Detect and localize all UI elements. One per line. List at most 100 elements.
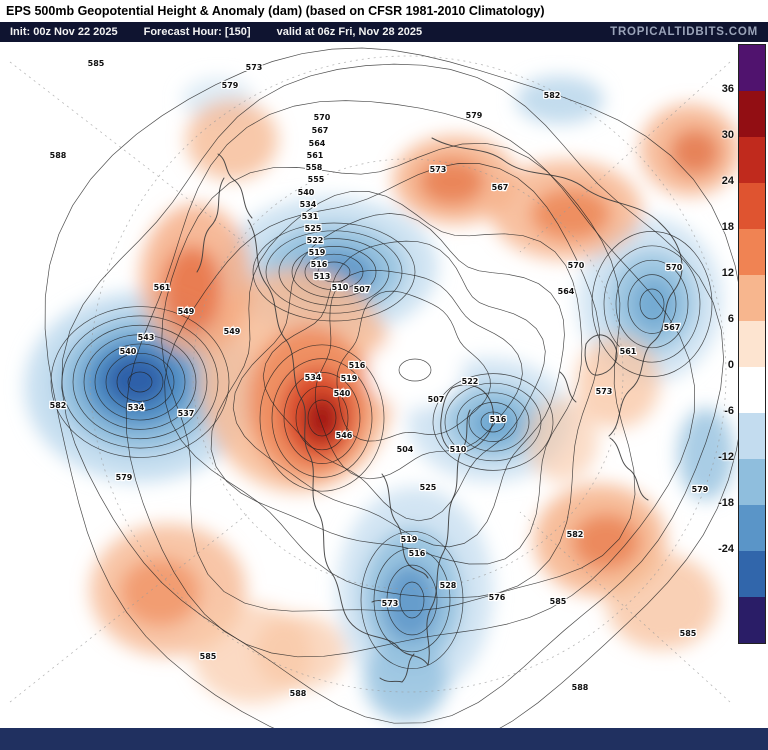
svg-text:579: 579 bbox=[116, 473, 133, 482]
svg-text:531: 531 bbox=[302, 212, 319, 221]
svg-text:567: 567 bbox=[664, 323, 681, 332]
svg-text:573: 573 bbox=[246, 63, 263, 72]
svg-text:564: 564 bbox=[309, 139, 326, 148]
svg-text:522: 522 bbox=[307, 236, 324, 245]
contour-labels-layer: 585 573 579 582 579 570 567 564 561 558 555 540 534 5… bbox=[48, 58, 710, 699]
svg-text:534: 534 bbox=[305, 373, 322, 382]
colorbar-segment bbox=[739, 321, 765, 367]
svg-text:534: 534 bbox=[128, 403, 145, 412]
forecast-hour-text: Forecast Hour: [150] bbox=[143, 26, 251, 38]
svg-text:570: 570 bbox=[666, 263, 683, 272]
colorbar-tick: 12 bbox=[721, 267, 734, 279]
colorbar-tick: 24 bbox=[721, 175, 734, 187]
svg-text:579: 579 bbox=[466, 111, 483, 120]
svg-text:573: 573 bbox=[382, 599, 399, 608]
colorbar-tick: -24 bbox=[718, 543, 734, 555]
svg-text:522: 522 bbox=[462, 377, 479, 386]
svg-text:582: 582 bbox=[544, 91, 561, 100]
svg-text:567: 567 bbox=[312, 126, 329, 135]
graticule-layer bbox=[9, 55, 731, 703]
svg-text:555: 555 bbox=[308, 175, 325, 184]
colorbar-segment bbox=[739, 275, 765, 321]
svg-text:537: 537 bbox=[178, 409, 195, 418]
svg-text:582: 582 bbox=[50, 401, 67, 410]
coastline-gulf-florida bbox=[379, 653, 415, 683]
svg-text:588: 588 bbox=[290, 689, 307, 698]
colorbar-tick: -12 bbox=[718, 451, 734, 463]
svg-text:549: 549 bbox=[224, 327, 241, 336]
title-bar: EPS 500mb Geopotential Height & Anomaly … bbox=[0, 0, 768, 22]
coastline-north-america-east bbox=[426, 409, 471, 666]
info-bar: Init: 00z Nov 22 2025 Forecast Hour: [15… bbox=[0, 22, 768, 42]
svg-text:519: 519 bbox=[309, 248, 326, 257]
coastline-east-asia bbox=[196, 153, 253, 273]
colorbar-segment bbox=[739, 91, 765, 137]
init-time-text: Init: 00z Nov 22 2025 bbox=[10, 26, 118, 38]
svg-text:564: 564 bbox=[558, 287, 575, 296]
svg-text:588: 588 bbox=[572, 683, 589, 692]
svg-text:576: 576 bbox=[489, 593, 506, 602]
svg-text:540: 540 bbox=[298, 188, 315, 197]
svg-text:585: 585 bbox=[680, 629, 697, 638]
footer-bar bbox=[0, 728, 768, 750]
colorbar-tick: 36 bbox=[721, 83, 734, 95]
svg-text:519: 519 bbox=[401, 535, 418, 544]
svg-text:567: 567 bbox=[492, 183, 509, 192]
colorbar-segment bbox=[739, 413, 765, 459]
svg-text:540: 540 bbox=[120, 347, 137, 356]
svg-text:510: 510 bbox=[332, 283, 349, 292]
svg-text:582: 582 bbox=[567, 530, 584, 539]
svg-text:585: 585 bbox=[88, 59, 105, 68]
svg-text:546: 546 bbox=[336, 431, 353, 440]
valid-time-text: valid at 06z Fri, Nov 28 2025 bbox=[276, 26, 423, 38]
svg-text:516: 516 bbox=[409, 549, 426, 558]
colorbar-segment bbox=[739, 367, 765, 413]
svg-text:534: 534 bbox=[300, 200, 317, 209]
svg-text:573: 573 bbox=[430, 165, 447, 174]
anomaly-map: 585 573 579 582 579 570 567 564 561 558 555 540 534 5… bbox=[0, 42, 740, 728]
svg-text:507: 507 bbox=[428, 395, 445, 404]
coastline-hudson-bay bbox=[381, 473, 429, 579]
svg-text:570: 570 bbox=[314, 113, 331, 122]
svg-text:516: 516 bbox=[490, 415, 507, 424]
coastline-mediterranean bbox=[609, 437, 649, 501]
svg-text:585: 585 bbox=[550, 597, 567, 606]
height-contours-layer bbox=[44, 47, 740, 728]
svg-text:549: 549 bbox=[178, 307, 195, 316]
colorbar-tick: -6 bbox=[724, 405, 734, 417]
colorbar-strip bbox=[738, 44, 766, 644]
page-title: EPS 500mb Geopotential Height & Anomaly … bbox=[6, 4, 545, 18]
colorbar-segment bbox=[739, 459, 765, 505]
svg-text:588: 588 bbox=[50, 151, 67, 160]
anomaly-shading-layer bbox=[25, 76, 740, 722]
svg-text:516: 516 bbox=[311, 260, 328, 269]
svg-text:570: 570 bbox=[568, 261, 585, 270]
colorbar-segment bbox=[739, 551, 765, 597]
svg-text:579: 579 bbox=[222, 81, 239, 90]
svg-text:504: 504 bbox=[397, 445, 414, 454]
svg-text:513: 513 bbox=[314, 272, 331, 281]
coastline-greenland bbox=[440, 384, 494, 454]
colorbar-tick: -18 bbox=[718, 497, 734, 509]
svg-text:510: 510 bbox=[450, 445, 467, 454]
svg-text:585: 585 bbox=[200, 652, 217, 661]
colorbar-segment bbox=[739, 597, 765, 643]
colorbar-segment bbox=[739, 229, 765, 275]
svg-text:543: 543 bbox=[138, 333, 155, 342]
colorbar-segment bbox=[739, 45, 765, 91]
colorbar-tick: 0 bbox=[727, 359, 734, 371]
svg-text:525: 525 bbox=[305, 224, 322, 233]
colorbar-segment bbox=[739, 183, 765, 229]
svg-text:579: 579 bbox=[692, 485, 709, 494]
colorbar-ticks: 36 30 24 18 12 6 0 -6 -12 -18 -24 bbox=[704, 44, 734, 656]
svg-text:525: 525 bbox=[420, 483, 437, 492]
colorbar-segment bbox=[739, 505, 765, 551]
site-watermark: TROPICALTIDBITS.COM bbox=[610, 26, 758, 38]
colorbar-tick: 30 bbox=[721, 129, 734, 141]
svg-text:540: 540 bbox=[334, 389, 351, 398]
svg-text:558: 558 bbox=[306, 163, 323, 172]
svg-text:519: 519 bbox=[341, 374, 358, 383]
svg-text:516: 516 bbox=[349, 361, 366, 370]
coastline-scandinavia bbox=[584, 334, 618, 376]
